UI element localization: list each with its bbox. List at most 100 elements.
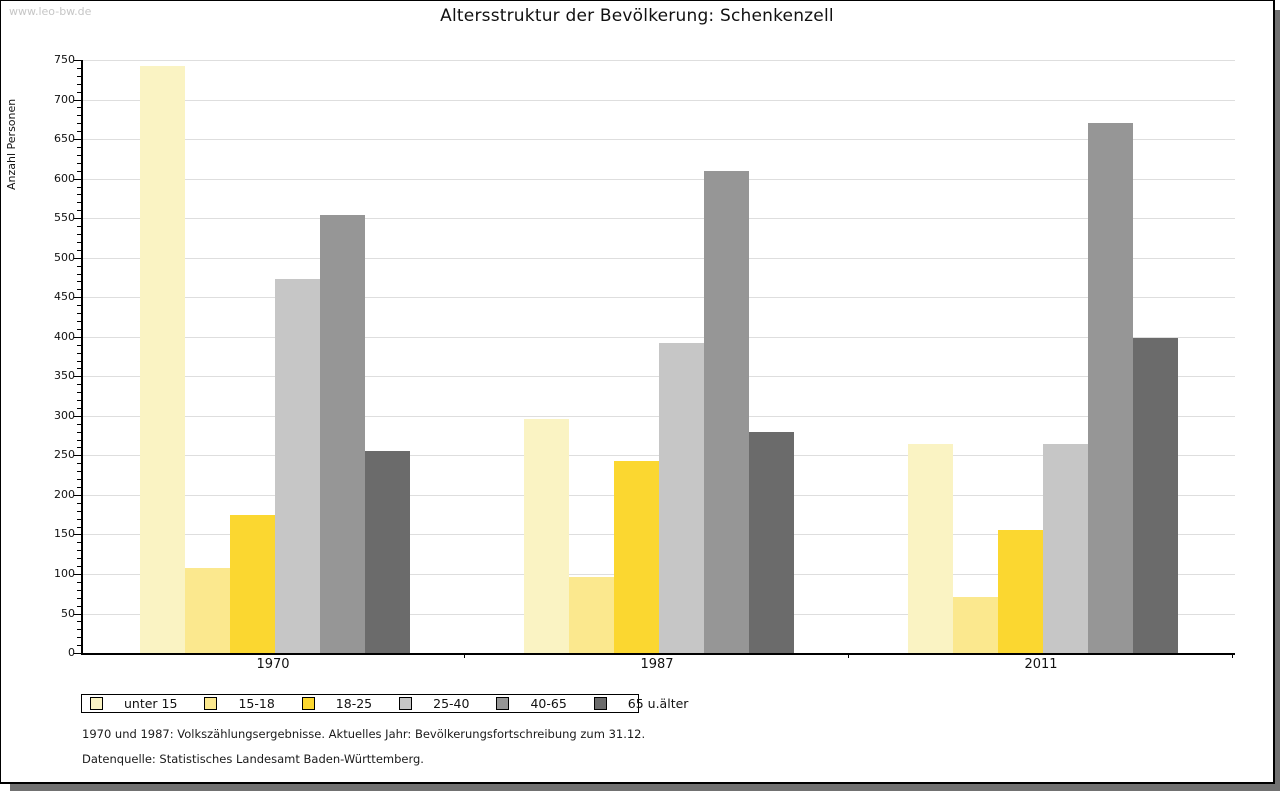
- watermark: www.leo-bw.de: [9, 5, 92, 18]
- y-minor-tick-660: [77, 131, 81, 133]
- bar-1970-25-40: [275, 279, 320, 653]
- y-tick-label-400: 400: [54, 329, 75, 343]
- y-major-tick-150: [74, 534, 81, 536]
- legend-label: 40-65: [530, 696, 567, 711]
- y-tick-label-200: 200: [54, 487, 75, 501]
- legend-label: 18-25: [335, 696, 373, 711]
- y-tick-label-600: 600: [54, 171, 75, 185]
- y-major-tick-50: [74, 613, 81, 615]
- y-minor-tick-340: [77, 384, 81, 386]
- bar-1970-40-65: [320, 215, 365, 653]
- y-minor-tick-160: [77, 526, 81, 528]
- y-major-tick-350: [74, 376, 81, 378]
- y-major-tick-0: [74, 653, 81, 654]
- bar-2011-15-18: [953, 596, 998, 653]
- y-tick-label-150: 150: [54, 527, 75, 541]
- legend-item-65-u.älter: 65 u.älter: [593, 696, 716, 711]
- y-axis-label: Anzahl Personen: [5, 98, 18, 190]
- y-major-tick-100: [74, 573, 81, 575]
- y-minor-tick-90: [77, 581, 81, 583]
- y-tick-label-700: 700: [54, 92, 75, 106]
- y-minor-tick-410: [77, 328, 81, 330]
- bar-2011-18-25: [998, 530, 1043, 653]
- legend: unter 15 15-18 18-25 25-40 40-65 65 u.älter: [81, 694, 688, 713]
- y-minor-tick-270: [77, 439, 81, 441]
- x-boundary-tick-1: [464, 653, 465, 658]
- y-tick-label-750: 750: [54, 53, 75, 66]
- legend-item-25-40: 25-40: [399, 696, 496, 711]
- y-minor-tick-310: [77, 407, 81, 409]
- y-minor-tick-20: [77, 637, 81, 639]
- y-minor-tick-70: [77, 597, 81, 599]
- legend-label: 25-40: [433, 696, 470, 711]
- gridline-400: [83, 336, 1235, 338]
- y-minor-tick-30: [77, 629, 81, 631]
- y-minor-tick-590: [77, 186, 81, 188]
- y-minor-tick-380: [77, 352, 81, 354]
- y-minor-tick-460: [77, 289, 81, 291]
- y-minor-tick-520: [77, 241, 81, 243]
- y-minor-tick-230: [77, 471, 81, 473]
- y-minor-tick-110: [77, 566, 81, 567]
- plot-area: [81, 60, 1235, 655]
- y-minor-tick-570: [77, 202, 81, 204]
- bar-1970-15-18: [185, 568, 230, 653]
- legend-item-18-25: 18-25: [301, 696, 399, 711]
- y-tick-label-250: 250: [54, 448, 75, 462]
- bar-1970-18-25: [230, 515, 275, 653]
- legend-swatch-18-25: [301, 697, 315, 710]
- y-major-tick-200: [74, 494, 81, 496]
- gridline-700: [83, 99, 1235, 101]
- bar-2011-65-u.älter: [1133, 337, 1178, 653]
- legend-item-unter-15: unter 15: [90, 696, 204, 711]
- legend-label: 15-18: [238, 696, 275, 711]
- bar-1987-18-25: [614, 460, 659, 653]
- bar-1987-unter-15: [524, 419, 569, 653]
- footer-note-source-years: 1970 und 1987: Volkszählungsergebnisse. …: [82, 727, 646, 741]
- y-minor-tick-540: [77, 226, 81, 227]
- y-minor-tick-630: [77, 154, 81, 156]
- y-tick-label-500: 500: [54, 250, 75, 264]
- gridline-600: [83, 178, 1235, 180]
- y-major-tick-750: [74, 60, 81, 61]
- bar-1987-25-40: [659, 343, 704, 653]
- bar-1987-40-65: [704, 170, 749, 653]
- bar-2011-25-40: [1043, 444, 1088, 653]
- y-minor-tick-730: [77, 75, 81, 77]
- y-minor-tick-420: [77, 320, 81, 322]
- y-tick-label-50: 50: [61, 606, 75, 620]
- legend-label: unter 15: [124, 696, 178, 711]
- gridline-450: [83, 297, 1235, 299]
- y-minor-tick-120: [77, 558, 81, 560]
- y-minor-tick-220: [77, 479, 81, 481]
- bar-1987-15-18: [569, 577, 614, 653]
- y-minor-tick-620: [77, 162, 81, 164]
- y-tick-label-650: 650: [54, 132, 75, 146]
- y-minor-tick-510: [77, 249, 81, 251]
- y-minor-tick-480: [77, 273, 81, 275]
- y-major-tick-400: [74, 336, 81, 338]
- y-major-tick-700: [74, 99, 81, 101]
- legend-swatch-15-18: [204, 697, 218, 710]
- gridline-650: [83, 139, 1235, 141]
- y-minor-tick-130: [77, 550, 81, 552]
- y-minor-tick-290: [77, 423, 81, 425]
- y-minor-tick-260: [77, 447, 81, 449]
- y-minor-tick-710: [77, 91, 81, 93]
- y-minor-tick-240: [77, 463, 81, 465]
- x-boundary-tick-3: [1232, 653, 1233, 658]
- y-minor-tick-670: [77, 123, 81, 125]
- y-minor-tick-490: [77, 265, 81, 267]
- bar-2011-unter-15: [908, 444, 953, 653]
- y-minor-tick-430: [77, 313, 81, 314]
- y-minor-tick-640: [77, 147, 81, 148]
- y-minor-tick-580: [77, 194, 81, 196]
- y-minor-tick-370: [77, 360, 81, 362]
- y-minor-tick-680: [77, 115, 81, 117]
- y-minor-tick-390: [77, 344, 81, 346]
- y-major-tick-650: [74, 139, 81, 141]
- y-minor-tick-80: [77, 589, 81, 591]
- bar-1970-unter-15: [140, 66, 185, 653]
- legend-item-15-18: 15-18: [204, 696, 301, 711]
